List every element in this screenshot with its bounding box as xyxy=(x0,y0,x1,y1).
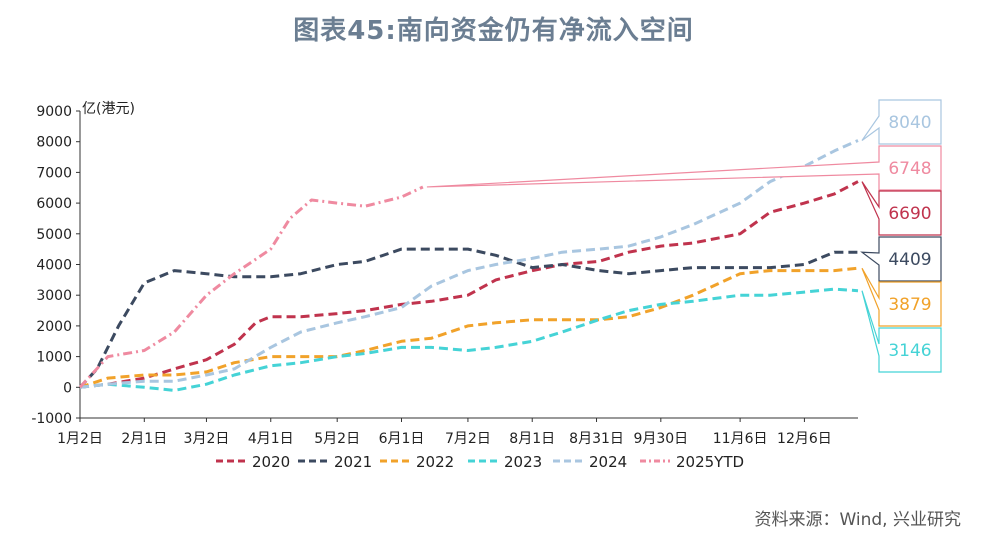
end-label-box-2024 xyxy=(861,99,942,145)
x-tick-label: 2月1日 xyxy=(121,431,167,447)
y-tick-label: -1000 xyxy=(31,411,72,427)
x-tick-label: 3月2日 xyxy=(184,431,230,447)
series-line-2024 xyxy=(79,139,859,389)
y-tick-label: 8000 xyxy=(36,135,72,151)
y-tick-label: 2000 xyxy=(36,319,72,335)
y-tick-label: 5000 xyxy=(36,227,72,243)
legend-label-2025ytd: 2025YTD xyxy=(676,453,744,471)
source-note: 资料来源：Wind, 兴业研究 xyxy=(754,510,961,530)
y-tick-label: 0 xyxy=(63,380,72,396)
end-label-box-2022 xyxy=(861,267,942,327)
x-tick-label: 5月2日 xyxy=(314,431,360,447)
y-axis-label: 亿(港元) xyxy=(82,101,135,117)
series-line-2025ytd xyxy=(78,185,424,389)
legend-label-2024: 2024 xyxy=(589,453,627,471)
y-tick-label: 9000 xyxy=(36,104,72,120)
legend-label-2022: 2022 xyxy=(416,453,454,471)
end-label-2025ytd: 6748 xyxy=(888,159,931,179)
x-tick-label: 11月6日 xyxy=(713,431,768,447)
y-tick-label: 1000 xyxy=(36,350,72,366)
end-label-2024: 8040 xyxy=(888,113,931,133)
x-tick-label: 12月6日 xyxy=(777,431,832,447)
end-label-box-2023 xyxy=(861,290,942,373)
legend-label-2021: 2021 xyxy=(334,453,372,471)
y-tick-label: 7000 xyxy=(36,165,72,181)
series-line-2020 xyxy=(79,180,859,389)
end-label-box-2025ytd xyxy=(426,145,942,191)
y-tick-label: 6000 xyxy=(36,196,72,212)
end-label-2023: 3146 xyxy=(888,341,931,361)
y-tick-label: 3000 xyxy=(36,288,72,304)
series-line-2023 xyxy=(79,287,859,392)
legend-label-2020: 2020 xyxy=(252,453,290,471)
page-title: 图表45:南向资金仍有净流入空间 xyxy=(293,16,694,46)
series-line-2021 xyxy=(78,247,858,389)
x-tick-label: 4月1日 xyxy=(248,431,294,447)
x-tick-label: 8月1日 xyxy=(509,431,555,447)
end-label-2021: 4409 xyxy=(888,250,931,270)
end-label-box-2021 xyxy=(860,236,942,282)
legend-label-2023: 2023 xyxy=(504,453,542,471)
x-tick-label: 9月30日 xyxy=(633,431,688,447)
x-tick-label: 6月1日 xyxy=(379,431,425,447)
x-tick-label: 1月2日 xyxy=(57,431,103,447)
y-tick-label: 4000 xyxy=(36,258,72,274)
end-label-box-2020 xyxy=(861,181,942,236)
end-label-2020: 6690 xyxy=(888,204,931,224)
x-tick-label: 7月2日 xyxy=(445,431,491,447)
end-label-2022: 3879 xyxy=(888,295,931,315)
series-line-2022 xyxy=(79,266,859,389)
x-tick-label: 8月31日 xyxy=(569,431,624,447)
